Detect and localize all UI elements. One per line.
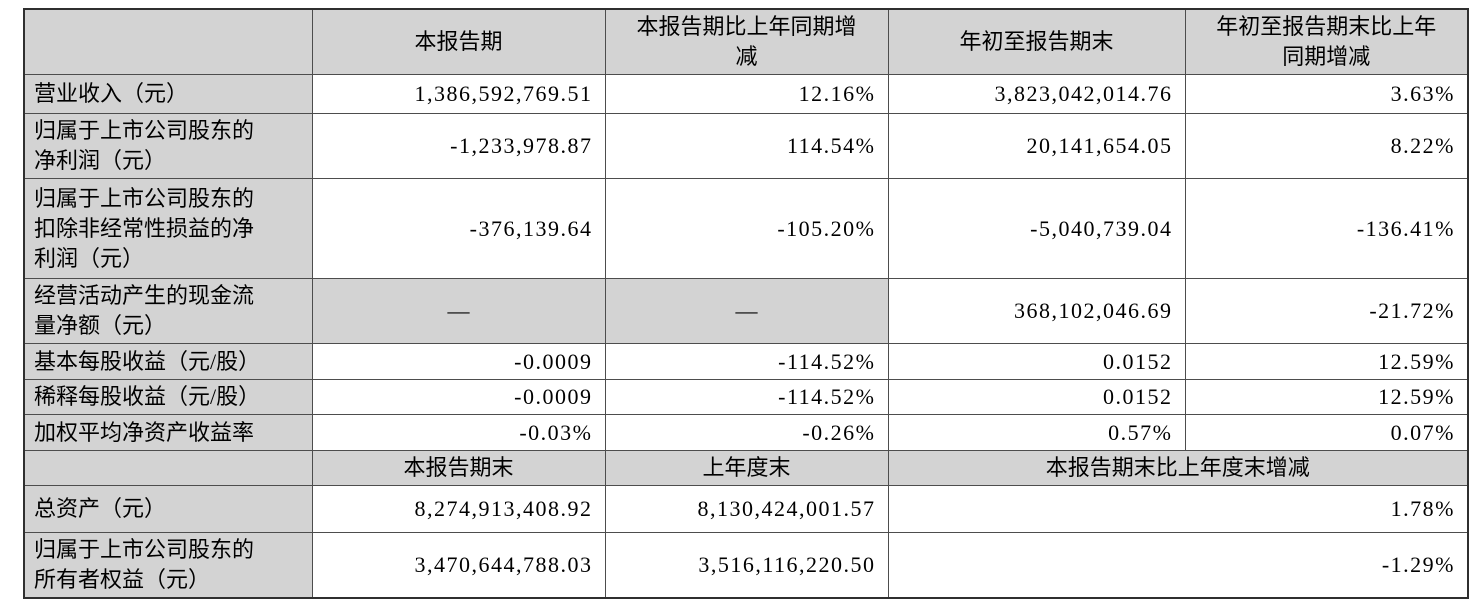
value-cell: 20,141,654.05 (887, 113, 1186, 179)
value-cell: -105.20% (604, 178, 889, 279)
value-cell: -114.52% (604, 379, 889, 415)
value-cell: 0.57% (887, 414, 1186, 451)
table-row-operating-cash-flow: 经营活动产生的现金流量净额（元） — — 368,102,046.69 -21.… (23, 278, 1469, 344)
value-cell-na: — (604, 278, 889, 344)
value-cell: 8.22% (1184, 113, 1469, 179)
column-header-change-vs-prior-year-end: 本报告期末比上年度末增减 (887, 450, 1469, 486)
column-header-blank (23, 450, 313, 486)
table-row-total-assets: 总资产（元） 8,274,913,408.92 8,130,424,001.57… (23, 485, 1469, 533)
table-row-revenue: 营业收入（元） 1,386,592,769.51 12.16% 3,823,04… (23, 74, 1469, 114)
row-label: 加权平均净资产收益率 (23, 414, 313, 451)
value-cell: -0.0009 (311, 343, 606, 380)
value-cell: 3,516,116,220.50 (604, 532, 889, 599)
table-row-basic-eps: 基本每股收益（元/股） -0.0009 -114.52% 0.0152 12.5… (23, 343, 1469, 380)
value-cell: -376,139.64 (311, 178, 606, 279)
row-label: 营业收入（元） (23, 74, 313, 114)
value-cell: 3,470,644,788.03 (311, 532, 606, 599)
header-row-2: 本报告期末 上年度末 本报告期末比上年度末增减 (23, 450, 1469, 486)
value-cell: 8,130,424,001.57 (604, 485, 889, 533)
column-header-yoy-change: 本报告期比上年同期增减 (604, 8, 889, 75)
value-cell: -5,040,739.04 (887, 178, 1186, 279)
value-cell: 0.07% (1184, 414, 1469, 451)
value-cell: -0.03% (311, 414, 606, 451)
column-header-period-end: 本报告期末 (311, 450, 606, 486)
value-cell: 1.78% (887, 485, 1469, 533)
row-label: 经营活动产生的现金流量净额（元） (23, 278, 313, 344)
value-cell: -1,233,978.87 (311, 113, 606, 179)
value-cell: -1.29% (887, 532, 1469, 599)
column-header-prior-year-end: 上年度末 (604, 450, 889, 486)
table-row-weighted-avg-roe: 加权平均净资产收益率 -0.03% -0.26% 0.57% 0.07% (23, 414, 1469, 451)
column-header-ytd-yoy-change: 年初至报告期末比上年同期增减 (1184, 8, 1469, 75)
table-row-shareholders-equity: 归属于上市公司股东的所有者权益（元） 3,470,644,788.03 3,51… (23, 532, 1469, 599)
value-cell: -136.41% (1184, 178, 1469, 279)
value-cell: -0.0009 (311, 379, 606, 415)
row-label: 稀释每股收益（元/股） (23, 379, 313, 415)
value-cell: 8,274,913,408.92 (311, 485, 606, 533)
value-cell: 12.16% (604, 74, 889, 114)
row-label: 基本每股收益（元/股） (23, 343, 313, 380)
column-header-blank (23, 8, 313, 75)
header-row-1: 本报告期 本报告期比上年同期增减 年初至报告期末 年初至报告期末比上年同期增减 (23, 8, 1469, 75)
value-cell: 1,386,592,769.51 (311, 74, 606, 114)
financial-summary-table: 本报告期 本报告期比上年同期增减 年初至报告期末 年初至报告期末比上年同期增减 … (23, 8, 1469, 599)
value-cell: -114.52% (604, 343, 889, 380)
value-cell: 3,823,042,014.76 (887, 74, 1186, 114)
row-label: 总资产（元） (23, 485, 313, 533)
value-cell: -0.26% (604, 414, 889, 451)
value-cell: 0.0152 (887, 379, 1186, 415)
value-cell: 0.0152 (887, 343, 1186, 380)
column-header-current-period: 本报告期 (311, 8, 606, 75)
table-row-diluted-eps: 稀释每股收益（元/股） -0.0009 -114.52% 0.0152 12.5… (23, 379, 1469, 415)
table-row-net-profit: 归属于上市公司股东的净利润（元） -1,233,978.87 114.54% 2… (23, 113, 1469, 179)
value-cell: 368,102,046.69 (887, 278, 1186, 344)
row-label: 归属于上市公司股东的扣除非经常性损益的净利润（元） (23, 178, 313, 279)
row-label: 归属于上市公司股东的净利润（元） (23, 113, 313, 179)
value-cell: 12.59% (1184, 379, 1469, 415)
column-header-ytd: 年初至报告期末 (887, 8, 1186, 75)
value-cell: -21.72% (1184, 278, 1469, 344)
value-cell: 114.54% (604, 113, 889, 179)
row-label: 归属于上市公司股东的所有者权益（元） (23, 532, 313, 599)
value-cell: 12.59% (1184, 343, 1469, 380)
value-cell: 3.63% (1184, 74, 1469, 114)
value-cell-na: — (311, 278, 606, 344)
report-page: { "colors": { "header_bg": "#d3d3d3", "l… (23, 8, 1469, 599)
table-row-net-profit-excl-nonrecurring: 归属于上市公司股东的扣除非经常性损益的净利润（元） -376,139.64 -1… (23, 178, 1469, 279)
